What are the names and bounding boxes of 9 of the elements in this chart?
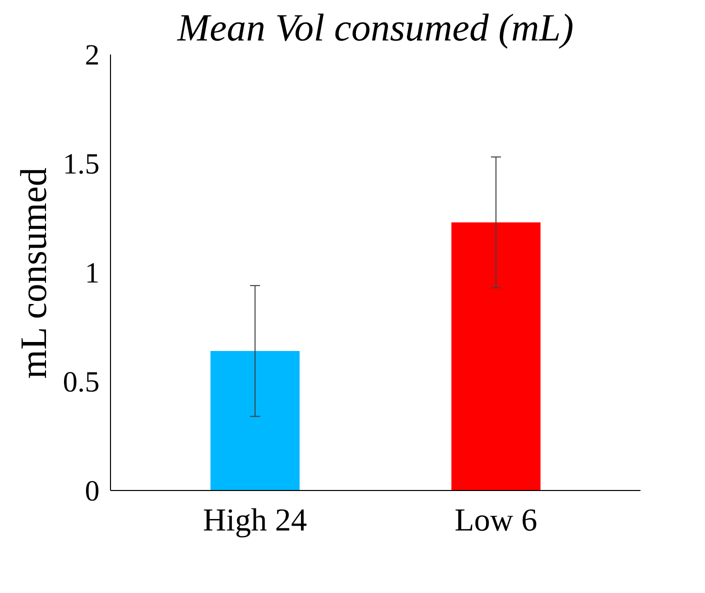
x-tick-label: Low 6 [454, 502, 538, 538]
y-tick-label: 2 [84, 40, 100, 72]
y-tick-label: 0 [84, 476, 100, 508]
y-tick-label: 1 [84, 258, 100, 290]
y-axis-title: mL consumed [14, 167, 55, 379]
chart-title: Mean Vol consumed (mL) [176, 8, 574, 50]
x-tick-label: High 24 [203, 502, 308, 538]
y-tick-label: 0.5 [62, 366, 100, 398]
y-tick-label: 1.5 [62, 148, 100, 180]
